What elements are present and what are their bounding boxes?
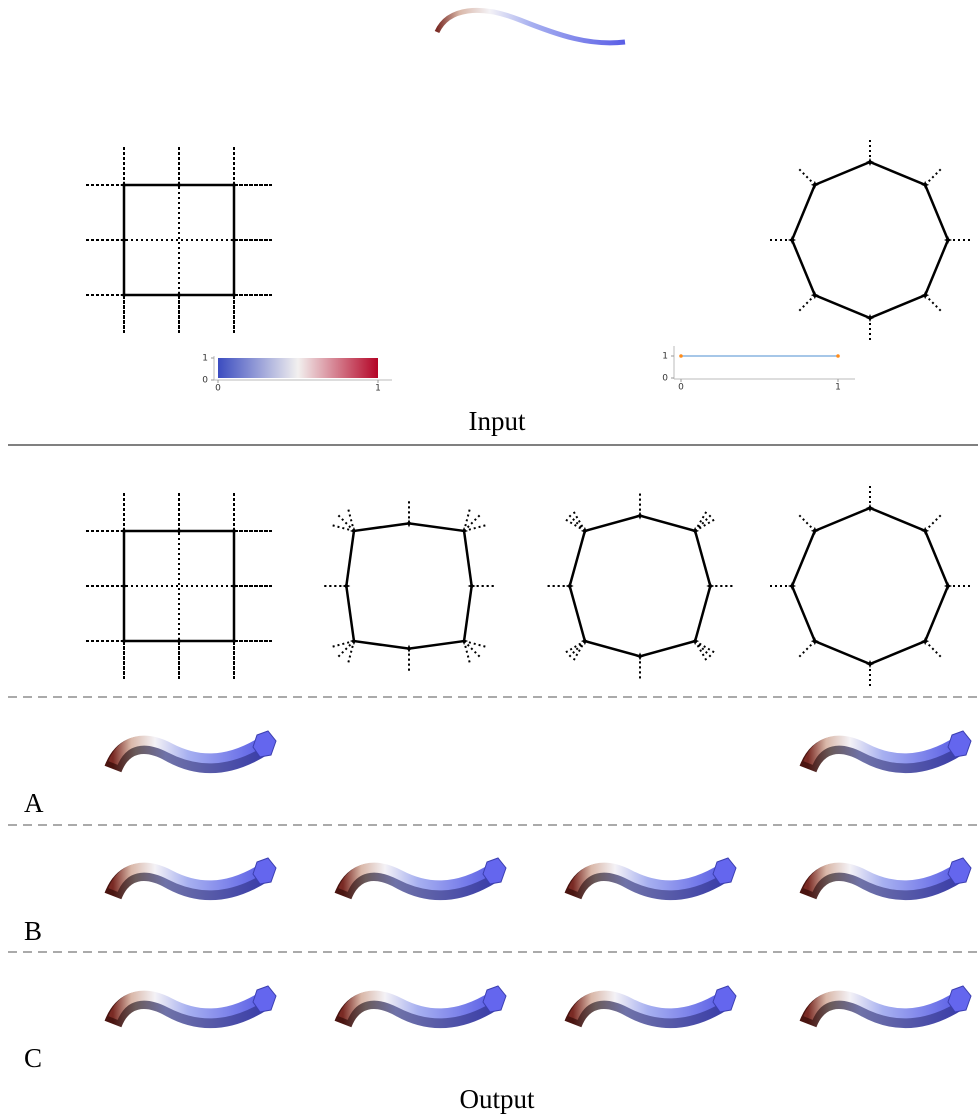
dotted-ray — [464, 641, 487, 647]
dotted-ray — [798, 295, 815, 312]
y-tick-label: 0 — [662, 374, 668, 384]
dotted-ray — [925, 514, 942, 531]
x-tick-label: 1 — [375, 384, 381, 394]
figure: Input A B C Output 0 1 0 1 0 1 0 1 — [0, 0, 978, 1119]
dotted-ray — [925, 295, 942, 312]
tube — [573, 986, 736, 1024]
polygon — [570, 516, 711, 657]
tube — [808, 858, 971, 896]
y-tick-label: 1 — [662, 352, 668, 362]
row-label: A — [24, 788, 44, 818]
colormap-bar — [218, 358, 378, 378]
dotted-ray — [925, 641, 942, 658]
tube — [573, 858, 736, 896]
input-curve — [437, 10, 625, 42]
x-tick-label: 0 — [215, 384, 221, 394]
dotted-ray — [798, 641, 815, 658]
tube — [113, 986, 276, 1024]
dotted-ray — [348, 508, 354, 531]
output-title: Output — [459, 1084, 535, 1114]
y-tick-label: 1 — [202, 354, 208, 364]
profile-point — [679, 354, 683, 358]
dotted-ray — [925, 168, 942, 185]
tube — [343, 986, 506, 1024]
tube — [808, 986, 971, 1024]
tube — [808, 731, 971, 769]
profile-plot — [674, 346, 855, 379]
dotted-ray — [464, 641, 470, 664]
tube — [113, 858, 276, 896]
input-title: Input — [469, 406, 526, 436]
profile-point — [836, 354, 840, 358]
dotted-ray — [337, 641, 354, 658]
polygon — [124, 185, 234, 295]
dotted-ray — [331, 525, 354, 531]
dotted-ray — [337, 514, 354, 531]
x-tick-label: 0 — [678, 383, 684, 393]
dotted-ray — [464, 641, 481, 658]
dotted-ray — [464, 514, 481, 531]
row-label: B — [24, 916, 42, 946]
dotted-ray — [798, 514, 815, 531]
tube — [113, 731, 276, 769]
dotted-ray — [464, 508, 470, 531]
tube — [343, 858, 506, 896]
dotted-ray — [798, 168, 815, 185]
dotted-ray — [331, 641, 354, 647]
polygon — [124, 531, 234, 641]
x-tick-label: 1 — [835, 383, 841, 393]
colormap-plot — [214, 356, 392, 380]
shapes — [86, 138, 972, 688]
dotted-ray — [464, 525, 487, 531]
polygon — [346, 523, 471, 648]
dotted-ray — [348, 641, 354, 664]
row-label: C — [24, 1043, 42, 1073]
y-tick-label: 0 — [202, 376, 208, 386]
